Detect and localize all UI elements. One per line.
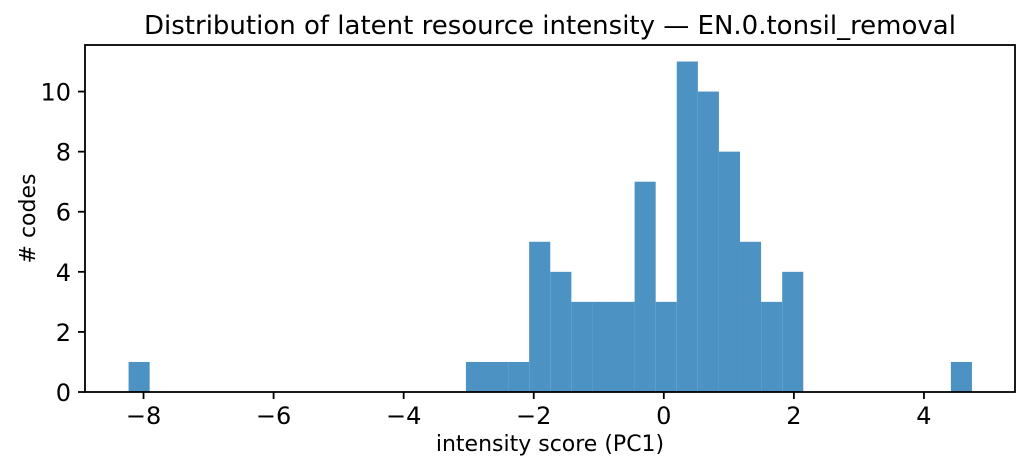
x-tick-label: −6 [256,402,291,430]
histogram-bar [550,271,572,392]
histogram-bar [761,301,783,392]
x-tick-label: −8 [126,402,161,430]
x-tick-label: −2 [516,402,551,430]
histogram-bar [487,361,509,392]
y-tick-label: 6 [56,199,71,227]
x-tick-label: −4 [386,402,421,430]
x-tick-label: 4 [916,402,931,430]
x-axis-label: intensity score (PC1) [436,432,664,457]
y-tick-label: 10 [40,79,71,107]
histogram-bar [634,181,656,392]
histogram-bar [571,301,593,392]
y-axis-label: # codes [16,174,41,264]
histogram-bar [782,271,804,392]
histogram-bar [508,361,530,392]
histogram-bar [655,301,677,392]
chart-title: Distribution of latent resource intensit… [144,11,956,41]
histogram-bar [465,361,488,392]
histogram-bar [740,241,762,392]
histogram-bar [128,361,150,392]
histogram-bar [613,301,635,392]
histogram-bar [592,301,614,392]
x-tick-label: 0 [656,402,671,430]
y-tick-label: 8 [56,139,71,167]
y-tick-label: 4 [56,259,71,287]
histogram-bar [676,61,698,393]
y-axis-ticks: 0 2 4 6 8 10 [40,79,85,407]
x-axis-ticks: −8 −6 −4 −2 0 2 4 [126,392,932,430]
y-tick-label: 0 [56,379,71,407]
plot-frame [84,44,1016,393]
histogram-bar [697,91,719,392]
x-tick-label: 2 [786,402,801,430]
histogram-bar [529,241,551,392]
histogram-bar [950,361,972,392]
y-tick-label: 2 [56,319,71,347]
histogram-bars [128,61,972,393]
histogram-bar [718,151,741,392]
